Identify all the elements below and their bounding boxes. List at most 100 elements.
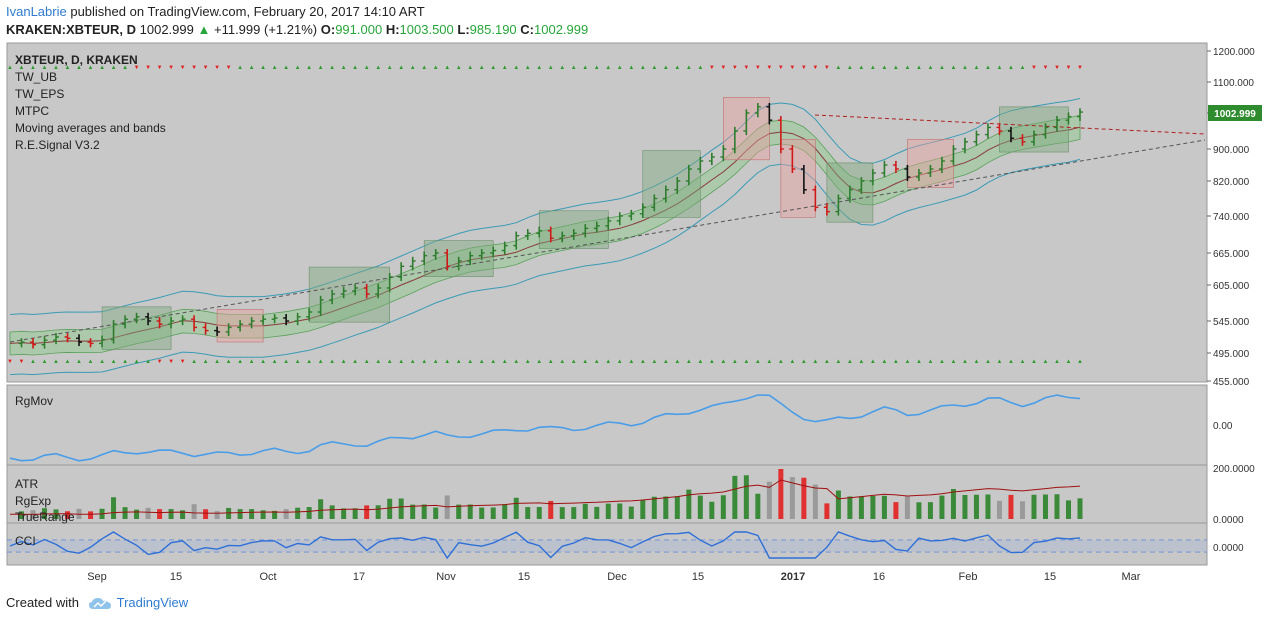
truerange-bar[interactable] bbox=[467, 504, 473, 520]
cci-label[interactable]: CCI bbox=[15, 534, 36, 548]
resistance-trendline[interactable] bbox=[814, 114, 1206, 135]
truerange-bar[interactable] bbox=[249, 509, 255, 519]
truerange-bar[interactable] bbox=[893, 502, 899, 519]
truerange-bar[interactable] bbox=[525, 507, 531, 519]
truerange-bar[interactable] bbox=[720, 495, 726, 519]
truerange-bar[interactable] bbox=[985, 494, 991, 520]
truerange-bar[interactable] bbox=[640, 500, 646, 519]
truerange-bar[interactable] bbox=[1065, 500, 1071, 519]
truerange-bar[interactable] bbox=[214, 511, 220, 519]
atr-line[interactable] bbox=[9, 479, 1081, 515]
truerange-bar[interactable] bbox=[260, 510, 266, 519]
truerange-bar[interactable] bbox=[1054, 494, 1060, 519]
truerange-bar[interactable] bbox=[295, 507, 301, 519]
truerange-bar[interactable] bbox=[1008, 494, 1014, 519]
truerange-bar[interactable] bbox=[65, 511, 71, 519]
truerange-bar[interactable] bbox=[19, 511, 25, 519]
truerange-bar[interactable] bbox=[663, 496, 669, 520]
truerange-bar[interactable] bbox=[226, 507, 232, 519]
truerange-bar[interactable] bbox=[755, 493, 761, 519]
truerange-bar[interactable] bbox=[927, 502, 933, 519]
legend-item[interactable]: R.E.Signal V3.2 bbox=[15, 138, 100, 152]
rgmov-pane[interactable] bbox=[6, 384, 1208, 466]
truerange-bar[interactable] bbox=[628, 506, 634, 519]
truerange-bar[interactable] bbox=[1031, 494, 1037, 519]
truerange-bar[interactable] bbox=[145, 507, 151, 519]
atr-label[interactable]: ATR bbox=[15, 477, 38, 491]
truerange-bar[interactable] bbox=[950, 489, 956, 519]
truerange-bar[interactable] bbox=[283, 509, 289, 519]
legend-item[interactable]: MTPC bbox=[15, 104, 49, 118]
legend-item[interactable]: TW_UB bbox=[15, 70, 57, 84]
truerange-bar[interactable] bbox=[168, 509, 174, 519]
moving-average-line[interactable] bbox=[9, 126, 1081, 344]
truerange-bar[interactable] bbox=[122, 507, 128, 519]
truerange-bar[interactable] bbox=[180, 510, 186, 519]
cci-pane[interactable] bbox=[6, 522, 1208, 566]
truerange-bar[interactable] bbox=[847, 496, 853, 520]
truerange-bar[interactable] bbox=[651, 496, 657, 519]
truerange-bar[interactable] bbox=[789, 477, 795, 519]
truerange-bar[interactable] bbox=[824, 503, 830, 519]
bear-zone-box[interactable] bbox=[907, 138, 954, 188]
truerange-bar[interactable] bbox=[812, 484, 818, 520]
truerange-bar[interactable] bbox=[996, 500, 1002, 519]
rgexp-label[interactable]: RgExp bbox=[15, 494, 51, 508]
truerange-bar[interactable] bbox=[421, 504, 427, 520]
legend-item[interactable]: Moving averages and bands bbox=[15, 121, 166, 135]
truerange-bar[interactable] bbox=[904, 496, 910, 519]
truerange-bar[interactable] bbox=[1042, 494, 1048, 520]
truerange-bar[interactable] bbox=[191, 504, 197, 519]
truerange-bar[interactable] bbox=[387, 498, 393, 519]
truerange-label[interactable]: TrueRange bbox=[15, 510, 75, 524]
truerange-bar[interactable] bbox=[571, 507, 577, 519]
truerange-bar[interactable] bbox=[594, 506, 600, 519]
truerange-bar[interactable] bbox=[272, 510, 278, 519]
bear-zone-box[interactable] bbox=[780, 138, 816, 218]
truerange-bar[interactable] bbox=[835, 490, 841, 520]
truerange-bar[interactable] bbox=[536, 507, 542, 519]
chart-canvas[interactable]: ▲ ▼ ▲ ▼ ▲ ▲ ▲ ▲ ▲ ▲ ▲ ▲ ▲ ▲ ▲ ▲ ▲ ▲ ▲ ▲ ▲ ▲ ▼ ▲ ▼ ▲ ▼ ▼ ▼ ▼ ▼ ▼ ▼ ▲ ▼ ▲ ▼ ▲ ▼ ▲… bbox=[0, 0, 1270, 595]
truerange-bar[interactable] bbox=[766, 481, 772, 519]
truerange-bar[interactable] bbox=[1019, 501, 1025, 519]
truerange-bar[interactable] bbox=[973, 494, 979, 519]
rgmov-line[interactable] bbox=[9, 394, 1081, 462]
truerange-bar[interactable] bbox=[962, 495, 968, 519]
truerange-bar[interactable] bbox=[697, 495, 703, 519]
truerange-bar[interactable] bbox=[318, 499, 324, 519]
truerange-bar[interactable] bbox=[513, 497, 519, 519]
truerange-bar[interactable] bbox=[582, 503, 588, 519]
truerange-bar[interactable] bbox=[674, 496, 680, 519]
bull-zone-box[interactable] bbox=[642, 150, 701, 218]
truerange-bar[interactable] bbox=[548, 500, 554, 519]
truerange-bar[interactable] bbox=[341, 508, 347, 519]
truerange-bar[interactable] bbox=[939, 495, 945, 519]
truerange-bar[interactable] bbox=[306, 507, 312, 519]
truerange-bar[interactable] bbox=[375, 505, 381, 519]
lower-band-line[interactable] bbox=[9, 158, 1081, 376]
truerange-bar[interactable] bbox=[801, 477, 807, 519]
truerange-bar[interactable] bbox=[605, 503, 611, 519]
legend-item[interactable]: TW_EPS bbox=[15, 87, 64, 101]
truerange-bar[interactable] bbox=[433, 507, 439, 519]
truerange-bar[interactable] bbox=[111, 497, 117, 519]
truerange-bar[interactable] bbox=[559, 507, 565, 519]
support-trendline[interactable] bbox=[9, 139, 1206, 343]
truerange-bar[interactable] bbox=[134, 509, 140, 519]
truerange-bar[interactable] bbox=[203, 509, 209, 519]
truerange-bar[interactable] bbox=[398, 498, 404, 520]
truerange-bar[interactable] bbox=[881, 495, 887, 519]
upper-band-line[interactable] bbox=[9, 98, 1081, 316]
truerange-bar[interactable] bbox=[490, 507, 496, 520]
truerange-bar[interactable] bbox=[364, 505, 370, 519]
truerange-bar[interactable] bbox=[1077, 498, 1083, 519]
truerange-bar[interactable] bbox=[329, 505, 335, 519]
truerange-bar[interactable] bbox=[686, 489, 692, 519]
rgmov-label[interactable]: RgMov bbox=[15, 394, 53, 408]
truerange-bar[interactable] bbox=[778, 469, 784, 519]
truerange-bar[interactable] bbox=[352, 508, 358, 519]
truerange-bar[interactable] bbox=[502, 504, 508, 519]
truerange-bar[interactable] bbox=[732, 475, 738, 519]
cci-line[interactable] bbox=[9, 531, 1081, 560]
truerange-bar[interactable] bbox=[479, 507, 485, 519]
